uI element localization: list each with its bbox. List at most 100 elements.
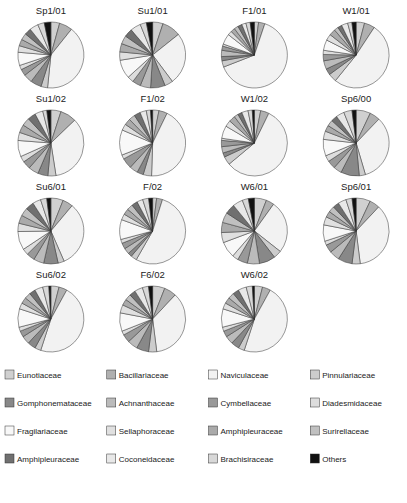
- pie-chart: Su1/02: [18, 93, 84, 176]
- pie-chart: Sp6/00: [323, 93, 389, 176]
- pie-slice: [149, 198, 153, 231]
- chart-title: W1/02: [241, 93, 268, 104]
- background: [0, 0, 407, 503]
- pie-slice: [252, 286, 254, 319]
- pie-chart: F1/02: [120, 93, 186, 176]
- chart-title: Sp1/01: [36, 5, 66, 16]
- legend-swatch: [209, 398, 218, 407]
- chart-title: F1/01: [242, 5, 266, 16]
- pie-slice: [43, 110, 51, 143]
- legend-label: Surirellaceae: [322, 427, 369, 436]
- legend-label: Amphipleuraceae: [221, 427, 284, 436]
- legend-swatch: [107, 426, 116, 435]
- legend-label: Bacillariaceae: [119, 371, 169, 380]
- chart-title: Sp6/00: [341, 93, 371, 104]
- legend-swatch: [310, 454, 319, 463]
- pie-slice: [252, 110, 254, 143]
- pie-slice: [248, 198, 254, 231]
- pie-slice: [38, 23, 51, 55]
- legend-label: Eunotiaceae: [17, 371, 62, 380]
- pie-slice: [146, 110, 152, 143]
- legend-swatch: [209, 426, 218, 435]
- pie-slice: [140, 23, 152, 55]
- pie-slice: [246, 22, 254, 55]
- pie-slice: [248, 110, 254, 143]
- legend: EunotiaceaeBacillariaceaeNaviculaceaePin…: [5, 370, 382, 464]
- legend-swatch: [107, 370, 116, 379]
- legend-swatch: [209, 370, 218, 379]
- pie-slice: [348, 22, 356, 55]
- pie-slice: [152, 113, 186, 176]
- pie-slice: [148, 286, 152, 319]
- pie-chart: Sp6/01: [323, 181, 389, 264]
- chart-title: Su1/01: [138, 5, 168, 16]
- pie-slice: [41, 198, 51, 231]
- pie-slice: [140, 111, 153, 143]
- chart-title: W1/01: [342, 5, 369, 16]
- legend-swatch: [310, 398, 319, 407]
- pie-chart: F/02: [120, 181, 186, 264]
- legend-label: Naviculaceae: [221, 371, 270, 380]
- legend-label: Diadesmidaceae: [322, 399, 382, 408]
- pie-slice: [352, 22, 356, 55]
- legend-label: Achnanthaceae: [119, 399, 175, 408]
- legend-label: Others: [322, 455, 346, 464]
- pie-chart: W6/01: [221, 181, 287, 264]
- pie-chart: Sp1/01: [18, 5, 84, 88]
- chart-title: W6/01: [241, 181, 268, 192]
- chart-title: W6/02: [241, 269, 268, 280]
- pie-slice: [242, 199, 254, 231]
- legend-label: Brachisiraceae: [221, 455, 274, 464]
- legend-swatch: [5, 398, 14, 407]
- legend-swatch: [5, 426, 14, 435]
- legend-label: Amphipleuraceae: [17, 455, 80, 464]
- pie-slice: [221, 231, 254, 243]
- pie-chart: F6/02: [120, 269, 186, 352]
- pie-slice: [142, 286, 152, 319]
- pie-slice: [146, 22, 152, 55]
- pie-slice: [344, 110, 356, 143]
- legend-swatch: [5, 454, 14, 463]
- legend-label: Fragilariaceae: [17, 427, 68, 436]
- legend-label: Cymbellaceae: [221, 399, 272, 408]
- pie-slice: [48, 29, 84, 88]
- pie-slice: [47, 110, 51, 143]
- legend-label: Coconeidaceae: [119, 455, 175, 464]
- pie-slice: [222, 55, 254, 67]
- chart-root: Sp1/01 Su1/01 F1/01 W1/01 Su1/02 F1/02 W1/02 Sp…: [0, 0, 407, 503]
- legend-swatch: [107, 454, 116, 463]
- pie-slice: [44, 22, 51, 55]
- pie-slice: [49, 286, 51, 319]
- pie-chart: W1/01: [323, 5, 389, 88]
- pie-slice: [43, 286, 51, 319]
- pie-chart: Su6/02: [18, 269, 84, 352]
- pie-chart: W6/02: [221, 269, 287, 352]
- pie-slice: [324, 55, 356, 69]
- pie-slice: [47, 198, 51, 231]
- legend-swatch: [310, 370, 319, 379]
- chart-title: F1/02: [140, 93, 164, 104]
- chart-title: Su6/02: [36, 269, 66, 280]
- chart-title: Su1/02: [36, 93, 66, 104]
- legend-label: Sellaphoraceae: [119, 427, 175, 436]
- pie-slice: [352, 198, 356, 231]
- legend-swatch: [209, 454, 218, 463]
- legend-swatch: [5, 370, 14, 379]
- pie-chart: W1/02: [221, 93, 287, 176]
- chart-title: F6/02: [140, 269, 164, 280]
- pie-slice: [323, 54, 356, 60]
- pie-slice: [242, 111, 255, 143]
- legend-label: Gomphonemataceae: [17, 399, 92, 408]
- pie-slice: [346, 198, 356, 231]
- pie-slice: [18, 231, 51, 249]
- pie-chart: Su6/01: [18, 181, 84, 264]
- chart-title: F/02: [143, 181, 162, 192]
- pie-slice: [246, 286, 254, 319]
- pie-slice: [238, 287, 254, 319]
- pie-slice: [51, 120, 84, 175]
- pie-slice: [35, 287, 51, 319]
- pie-chart: Su1/01: [120, 5, 186, 88]
- pie-slice: [356, 207, 389, 264]
- pie-slice: [250, 22, 254, 55]
- legend-swatch: [107, 398, 116, 407]
